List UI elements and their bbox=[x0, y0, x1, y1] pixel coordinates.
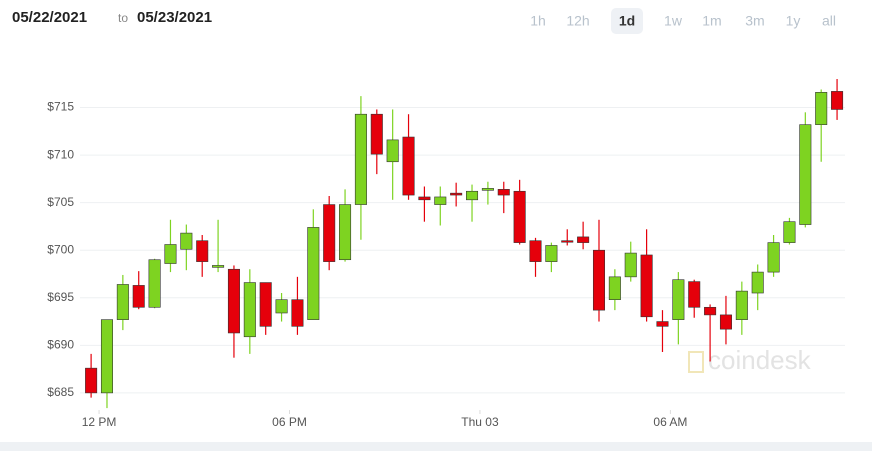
candle-body bbox=[735, 290, 748, 320]
candle-body bbox=[307, 227, 320, 320]
y-tick-label: $690 bbox=[47, 337, 74, 351]
candle-body bbox=[402, 136, 415, 196]
watermark: coindesk bbox=[688, 345, 812, 375]
candle-body bbox=[370, 113, 383, 155]
candle-body bbox=[434, 196, 447, 205]
candle-body bbox=[243, 282, 256, 338]
date-to: 05/23/2021 bbox=[137, 9, 212, 26]
candle-body bbox=[577, 236, 590, 243]
candle-body bbox=[529, 240, 542, 262]
y-tick-label: $705 bbox=[47, 195, 74, 209]
candle-body bbox=[704, 306, 717, 316]
y-tick-label: $710 bbox=[47, 147, 74, 161]
candle-body bbox=[275, 299, 288, 314]
candle-body bbox=[561, 240, 574, 243]
candle-body bbox=[386, 139, 399, 163]
y-tick-label: $685 bbox=[47, 385, 74, 399]
candle-body bbox=[688, 281, 701, 308]
y-tick-label: $695 bbox=[47, 290, 74, 304]
candle-body bbox=[354, 113, 367, 205]
candle-body bbox=[85, 367, 98, 394]
candle-body bbox=[291, 299, 304, 327]
candle-body bbox=[513, 190, 526, 243]
candle-body bbox=[339, 204, 352, 261]
candle-body bbox=[116, 284, 129, 320]
candle-body bbox=[751, 271, 764, 294]
candle-body bbox=[656, 321, 669, 327]
date-from: 05/22/2021 bbox=[12, 9, 87, 26]
watermark-logo bbox=[688, 351, 704, 373]
range-button[interactable]: 1w bbox=[664, 13, 683, 29]
watermark-text: coindesk bbox=[708, 345, 812, 375]
x-tick-label: 12 PM bbox=[82, 415, 117, 429]
candle-body bbox=[815, 92, 828, 125]
candle-body bbox=[100, 319, 113, 394]
y-tick-label: $700 bbox=[47, 242, 74, 256]
candle-body bbox=[767, 242, 780, 273]
candle-body bbox=[545, 245, 558, 262]
candle-body bbox=[719, 314, 732, 330]
y-tick-label: $715 bbox=[47, 100, 74, 114]
range-button[interactable]: 1d bbox=[619, 13, 635, 29]
candle-body bbox=[831, 91, 844, 110]
candle-body bbox=[497, 189, 510, 196]
candle-body bbox=[783, 221, 796, 243]
date-separator: to bbox=[118, 11, 128, 25]
candle-body bbox=[196, 240, 209, 262]
candle-body bbox=[466, 190, 479, 201]
range-button-selected-bg bbox=[611, 8, 643, 34]
candle-body bbox=[323, 204, 336, 262]
range-button[interactable]: 3m bbox=[745, 13, 764, 29]
range-button[interactable]: 1m bbox=[702, 13, 721, 29]
range-button[interactable]: 12h bbox=[566, 13, 589, 29]
footer-strip bbox=[0, 442, 872, 451]
candle-body bbox=[164, 244, 177, 264]
x-tick-label: 06 PM bbox=[272, 415, 307, 429]
candle-body bbox=[799, 124, 812, 225]
x-tick-label: Thu 03 bbox=[461, 415, 499, 429]
candle-body bbox=[418, 196, 431, 201]
range-button[interactable]: 1y bbox=[786, 13, 801, 29]
candle-body bbox=[259, 282, 272, 327]
candle-body bbox=[608, 276, 621, 300]
candle-body bbox=[180, 232, 193, 250]
candle-body bbox=[227, 268, 240, 334]
range-button[interactable]: all bbox=[822, 13, 836, 29]
candle-body bbox=[640, 254, 653, 318]
candle-body bbox=[450, 192, 463, 196]
candle-body bbox=[481, 188, 494, 191]
candle-body bbox=[672, 279, 685, 320]
candle-body bbox=[592, 249, 606, 311]
x-tick-label: 06 AM bbox=[653, 415, 687, 429]
candle-body bbox=[212, 265, 225, 268]
range-button[interactable]: 1h bbox=[530, 13, 546, 29]
candle-body bbox=[148, 259, 161, 308]
candle-body bbox=[624, 252, 637, 278]
candle-body bbox=[132, 285, 145, 308]
